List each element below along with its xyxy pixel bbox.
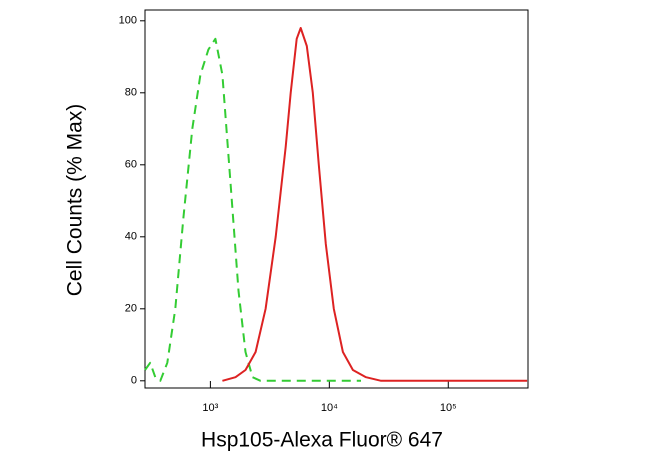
y-tick-label: 0 (131, 375, 137, 387)
y-tick-label: 100 (119, 15, 137, 27)
plot-frame (144, 9, 529, 389)
series-line (144, 37, 361, 382)
y-axis-label: Cell Counts (% Max) (64, 104, 87, 297)
x-tick-label: 10⁴ (321, 402, 338, 414)
y-tick-label: 40 (125, 231, 137, 243)
x-tick-label: 10⁵ (440, 402, 457, 414)
y-tick-label: 20 (125, 303, 137, 315)
y-tick-label: 60 (125, 159, 137, 171)
series-line (222, 27, 528, 382)
y-tick-label: 80 (125, 87, 137, 99)
x-tick-label: 10³ (202, 402, 218, 414)
x-axis-label: Hsp105-Alexa Fluor® 647 (201, 429, 443, 452)
